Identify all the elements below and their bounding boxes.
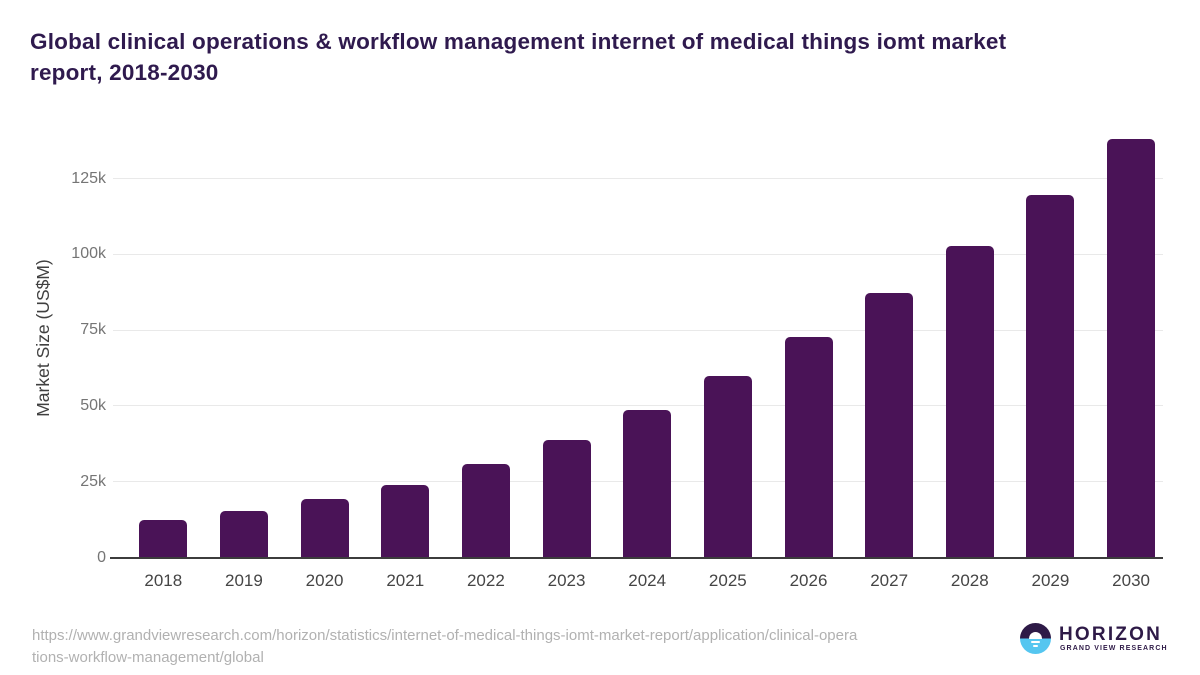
source-url: https://www.grandviewresearch.com/horizo… <box>32 625 912 669</box>
bar-2028[interactable] <box>945 245 994 558</box>
x-axis-label-2028: 2028 <box>950 571 989 590</box>
bar-2018[interactable] <box>139 520 188 558</box>
gridline-75k <box>113 329 1163 331</box>
page-title-line1: Global clinical operations & workflow ma… <box>30 29 1007 54</box>
gridline-50k <box>113 405 1163 407</box>
bar-2025[interactable] <box>703 375 752 558</box>
y-tick-label-25k: 25k <box>80 472 106 490</box>
y-tick-label-50k: 50k <box>80 396 106 414</box>
horizon-sun-over-water-icon <box>1020 623 1051 654</box>
x-axis-label-2027: 2027 <box>870 571 909 590</box>
bar-2020[interactable] <box>300 498 349 558</box>
source-url-line1: https://www.grandviewresearch.com/horizo… <box>32 627 858 644</box>
x-axis-label-2025: 2025 <box>708 571 747 590</box>
x-axis-label-2018: 2018 <box>144 571 183 590</box>
bar-2024[interactable] <box>623 410 672 558</box>
x-axis-label-2024: 2024 <box>628 571 667 590</box>
logo-tagline-text: GRAND VIEW RESEARCH <box>1060 645 1168 652</box>
y-tick-label-100k: 100k <box>71 245 106 263</box>
y-tick-label-75k: 75k <box>80 321 106 339</box>
bar-2023[interactable] <box>542 440 591 558</box>
water-reflection-icon <box>1031 641 1040 643</box>
bar-2026[interactable] <box>784 336 833 558</box>
x-axis-line <box>110 556 1163 559</box>
bar-2030[interactable] <box>1107 139 1156 558</box>
bar-2019[interactable] <box>219 510 268 558</box>
source-url-line2: tions-workflow-management/global <box>32 649 264 666</box>
bar-2027[interactable] <box>865 292 914 558</box>
y-tick-label-0: 0 <box>97 548 106 566</box>
gridline-125k <box>113 178 1163 179</box>
x-axis-label-2030: 2030 <box>1112 571 1150 590</box>
water-reflection-icon <box>1033 644 1038 647</box>
x-axis-label-2029: 2029 <box>1031 571 1070 590</box>
page-title: Global clinical operations & workflow ma… <box>30 26 1180 88</box>
x-axis-label-2019: 2019 <box>225 571 263 590</box>
sun-icon <box>1029 632 1042 639</box>
x-axis-label-2021: 2021 <box>386 571 425 590</box>
x-axis-label-2022: 2022 <box>466 571 505 590</box>
x-axis-label-2020: 2020 <box>305 571 344 590</box>
bar-2029[interactable] <box>1026 195 1075 558</box>
horizon-logo[interactable]: HORIZON GRAND VIEW RESEARCH <box>1020 622 1170 662</box>
x-axis-label-2026: 2026 <box>789 571 828 590</box>
y-tick-label-125k: 125k <box>71 169 106 187</box>
gridline-100k <box>113 253 1163 255</box>
x-axis-label-2023: 2023 <box>547 571 586 590</box>
page-title-line2: report, 2018-2030 <box>30 60 219 85</box>
bar-2021[interactable] <box>381 484 430 558</box>
bar-2022[interactable] <box>461 464 510 558</box>
logo-brand-text: HORIZON <box>1059 624 1163 645</box>
